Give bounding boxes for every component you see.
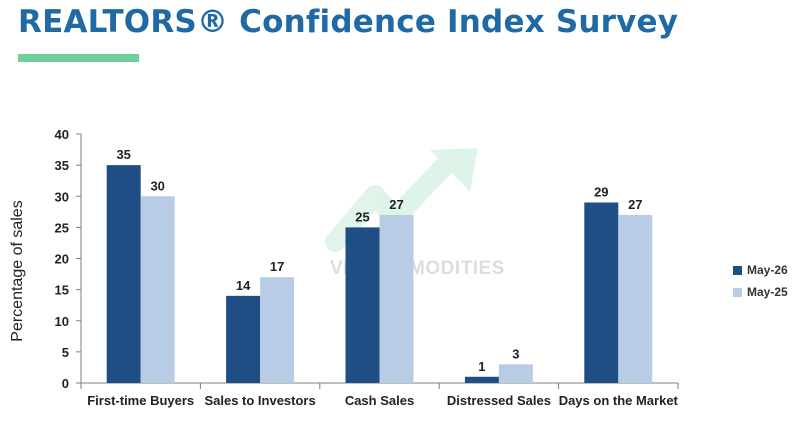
page-title: REALTORS® Confidence Index Survey: [18, 4, 679, 40]
bar-may-26: [464, 376, 499, 383]
y-tick-label: 40: [55, 127, 69, 142]
x-tick-label: Sales to Investors: [204, 393, 315, 408]
bar-may-25: [498, 364, 533, 383]
bar-may-25: [140, 196, 175, 383]
legend: May-26 May-25: [733, 259, 788, 303]
y-tick-label: 20: [55, 252, 69, 267]
data-label: 35: [116, 147, 130, 162]
y-tick-label: 0: [62, 376, 69, 391]
bar-may-25: [260, 277, 295, 383]
data-label: 14: [236, 278, 251, 293]
data-label: 29: [594, 184, 608, 199]
legend-item-may-25: May-25: [733, 281, 788, 303]
x-tick-label: First-time Buyers: [87, 393, 194, 408]
data-label: 27: [628, 197, 642, 212]
bar-may-26: [226, 295, 261, 383]
bar-may-26: [345, 227, 380, 383]
data-label: 1: [478, 359, 485, 374]
x-tick-label: Days on the Market: [559, 393, 679, 408]
y-axis-title: Percentage of sales: [9, 200, 26, 342]
legend-swatch-may-26: [733, 265, 742, 275]
y-tick-label: 35: [55, 158, 69, 173]
y-tick-label: 25: [55, 220, 69, 235]
bar-may-25: [379, 214, 414, 383]
legend-label-may-26: May-26: [747, 263, 788, 277]
data-label: 17: [270, 259, 284, 274]
x-tick-label: Distressed Sales: [447, 393, 551, 408]
legend-swatch-may-25: [733, 287, 742, 297]
watermark-arrow-icon: [325, 148, 478, 252]
y-tick-label: 5: [62, 345, 69, 360]
y-tick-label: 10: [55, 314, 69, 329]
y-tick-label: 15: [55, 283, 69, 298]
x-tick-label: Cash Sales: [345, 393, 414, 408]
bar-may-25: [618, 214, 653, 383]
title-underline: [18, 54, 139, 62]
y-tick-label: 30: [55, 189, 69, 204]
data-label: 30: [150, 178, 164, 193]
data-label: 27: [389, 197, 403, 212]
data-label: 25: [355, 209, 369, 224]
bar-may-26: [584, 202, 619, 383]
data-label: 3: [512, 346, 519, 361]
legend-label-may-25: May-25: [747, 285, 788, 299]
legend-item-may-26: May-26: [733, 259, 788, 281]
bar-may-26: [106, 165, 141, 383]
